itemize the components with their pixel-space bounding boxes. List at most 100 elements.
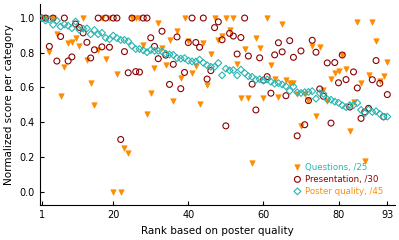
Presentation, /30 — [95, 16, 101, 20]
Poster quality, /45 — [332, 100, 338, 103]
Poster quality, /45 — [354, 101, 360, 105]
Presentation, /30 — [264, 75, 271, 78]
Poster quality, /45 — [309, 89, 315, 93]
Presentation, /30 — [136, 70, 143, 74]
Poster quality, /45 — [380, 115, 387, 119]
Presentation, /30 — [73, 22, 79, 26]
Poster quality, /45 — [178, 57, 184, 60]
Questions, /25 — [204, 83, 210, 87]
Poster quality, /45 — [91, 28, 98, 32]
Presentation, /30 — [196, 45, 203, 49]
Poster quality, /45 — [196, 58, 203, 61]
Presentation, /30 — [132, 70, 139, 73]
Poster quality, /45 — [283, 84, 289, 88]
Questions, /25 — [286, 81, 293, 85]
Poster quality, /45 — [50, 23, 56, 27]
Poster quality, /45 — [241, 71, 248, 75]
Poster quality, /45 — [365, 108, 372, 112]
Presentation, /30 — [294, 134, 300, 138]
Presentation, /30 — [365, 106, 372, 110]
Poster quality, /45 — [350, 103, 357, 107]
Presentation, /30 — [238, 36, 244, 39]
Presentation, /30 — [39, 16, 45, 20]
Questions, /25 — [316, 45, 323, 49]
Poster quality, /45 — [215, 61, 221, 65]
Presentation, /30 — [219, 38, 225, 42]
X-axis label: Rank based on poster quality: Rank based on poster quality — [141, 226, 294, 236]
Presentation, /30 — [103, 16, 109, 20]
Presentation, /30 — [57, 35, 64, 38]
Presentation, /30 — [335, 81, 342, 85]
Poster quality, /45 — [136, 47, 143, 51]
Poster quality, /45 — [316, 91, 323, 95]
Poster quality, /45 — [39, 16, 45, 20]
Questions, /25 — [80, 16, 86, 20]
Questions, /25 — [200, 41, 207, 45]
Poster quality, /45 — [65, 24, 71, 28]
Poster quality, /45 — [53, 19, 60, 23]
Poster quality, /45 — [361, 111, 368, 115]
Poster quality, /45 — [140, 48, 146, 52]
Presentation, /30 — [204, 77, 210, 81]
Questions, /25 — [87, 81, 94, 85]
Poster quality, /45 — [260, 79, 267, 83]
Poster quality, /45 — [305, 90, 312, 94]
Poster quality, /45 — [358, 108, 364, 112]
Presentation, /30 — [211, 26, 218, 30]
Questions, /25 — [95, 48, 101, 52]
Poster quality, /45 — [69, 26, 75, 30]
Questions, /25 — [136, 16, 143, 20]
Presentation, /30 — [200, 16, 207, 20]
Presentation, /30 — [207, 69, 214, 72]
Poster quality, /45 — [339, 103, 346, 107]
Poster quality, /45 — [328, 98, 334, 102]
Questions, /25 — [84, 58, 90, 62]
Presentation, /30 — [245, 54, 251, 58]
Presentation, /30 — [181, 71, 188, 74]
Poster quality, /45 — [377, 112, 383, 116]
Questions, /25 — [290, 81, 296, 84]
Poster quality, /45 — [117, 38, 124, 42]
Presentation, /30 — [193, 41, 199, 44]
Poster quality, /45 — [181, 56, 188, 60]
Questions, /25 — [185, 39, 192, 43]
Presentation, /30 — [384, 93, 391, 96]
Presentation, /30 — [189, 16, 195, 20]
Questions, /25 — [283, 78, 289, 82]
Poster quality, /45 — [249, 75, 255, 79]
Presentation, /30 — [361, 110, 368, 114]
Poster quality, /45 — [151, 49, 158, 53]
Questions, /25 — [253, 36, 259, 40]
Poster quality, /45 — [155, 49, 162, 53]
Presentation, /30 — [110, 16, 117, 20]
Legend: Questions, /25, Presentation, /30, Poster quality, /45: Questions, /25, Presentation, /30, Poste… — [290, 159, 387, 199]
Poster quality, /45 — [238, 68, 244, 72]
Presentation, /30 — [332, 61, 338, 65]
Questions, /25 — [106, 16, 113, 20]
Poster quality, /45 — [132, 47, 139, 51]
Questions, /25 — [249, 161, 255, 165]
Poster quality, /45 — [170, 53, 176, 57]
Questions, /25 — [99, 16, 105, 20]
Presentation, /30 — [170, 62, 176, 66]
Presentation, /30 — [117, 138, 124, 141]
Questions, /25 — [65, 41, 71, 45]
Presentation, /30 — [305, 99, 312, 102]
Poster quality, /45 — [302, 90, 308, 94]
Presentation, /30 — [290, 55, 296, 59]
Questions, /25 — [328, 78, 334, 81]
Questions, /25 — [162, 63, 169, 67]
Questions, /25 — [350, 100, 357, 103]
Questions, /25 — [332, 71, 338, 75]
Questions, /25 — [132, 16, 139, 20]
Questions, /25 — [223, 16, 229, 20]
Poster quality, /45 — [298, 91, 304, 95]
Questions, /25 — [313, 114, 319, 118]
Poster quality, /45 — [204, 63, 210, 67]
Poster quality, /45 — [121, 38, 128, 42]
Questions, /25 — [69, 40, 75, 44]
Questions, /25 — [369, 20, 375, 24]
Presentation, /30 — [148, 36, 154, 40]
Questions, /25 — [117, 190, 124, 193]
Presentation, /30 — [125, 71, 131, 75]
